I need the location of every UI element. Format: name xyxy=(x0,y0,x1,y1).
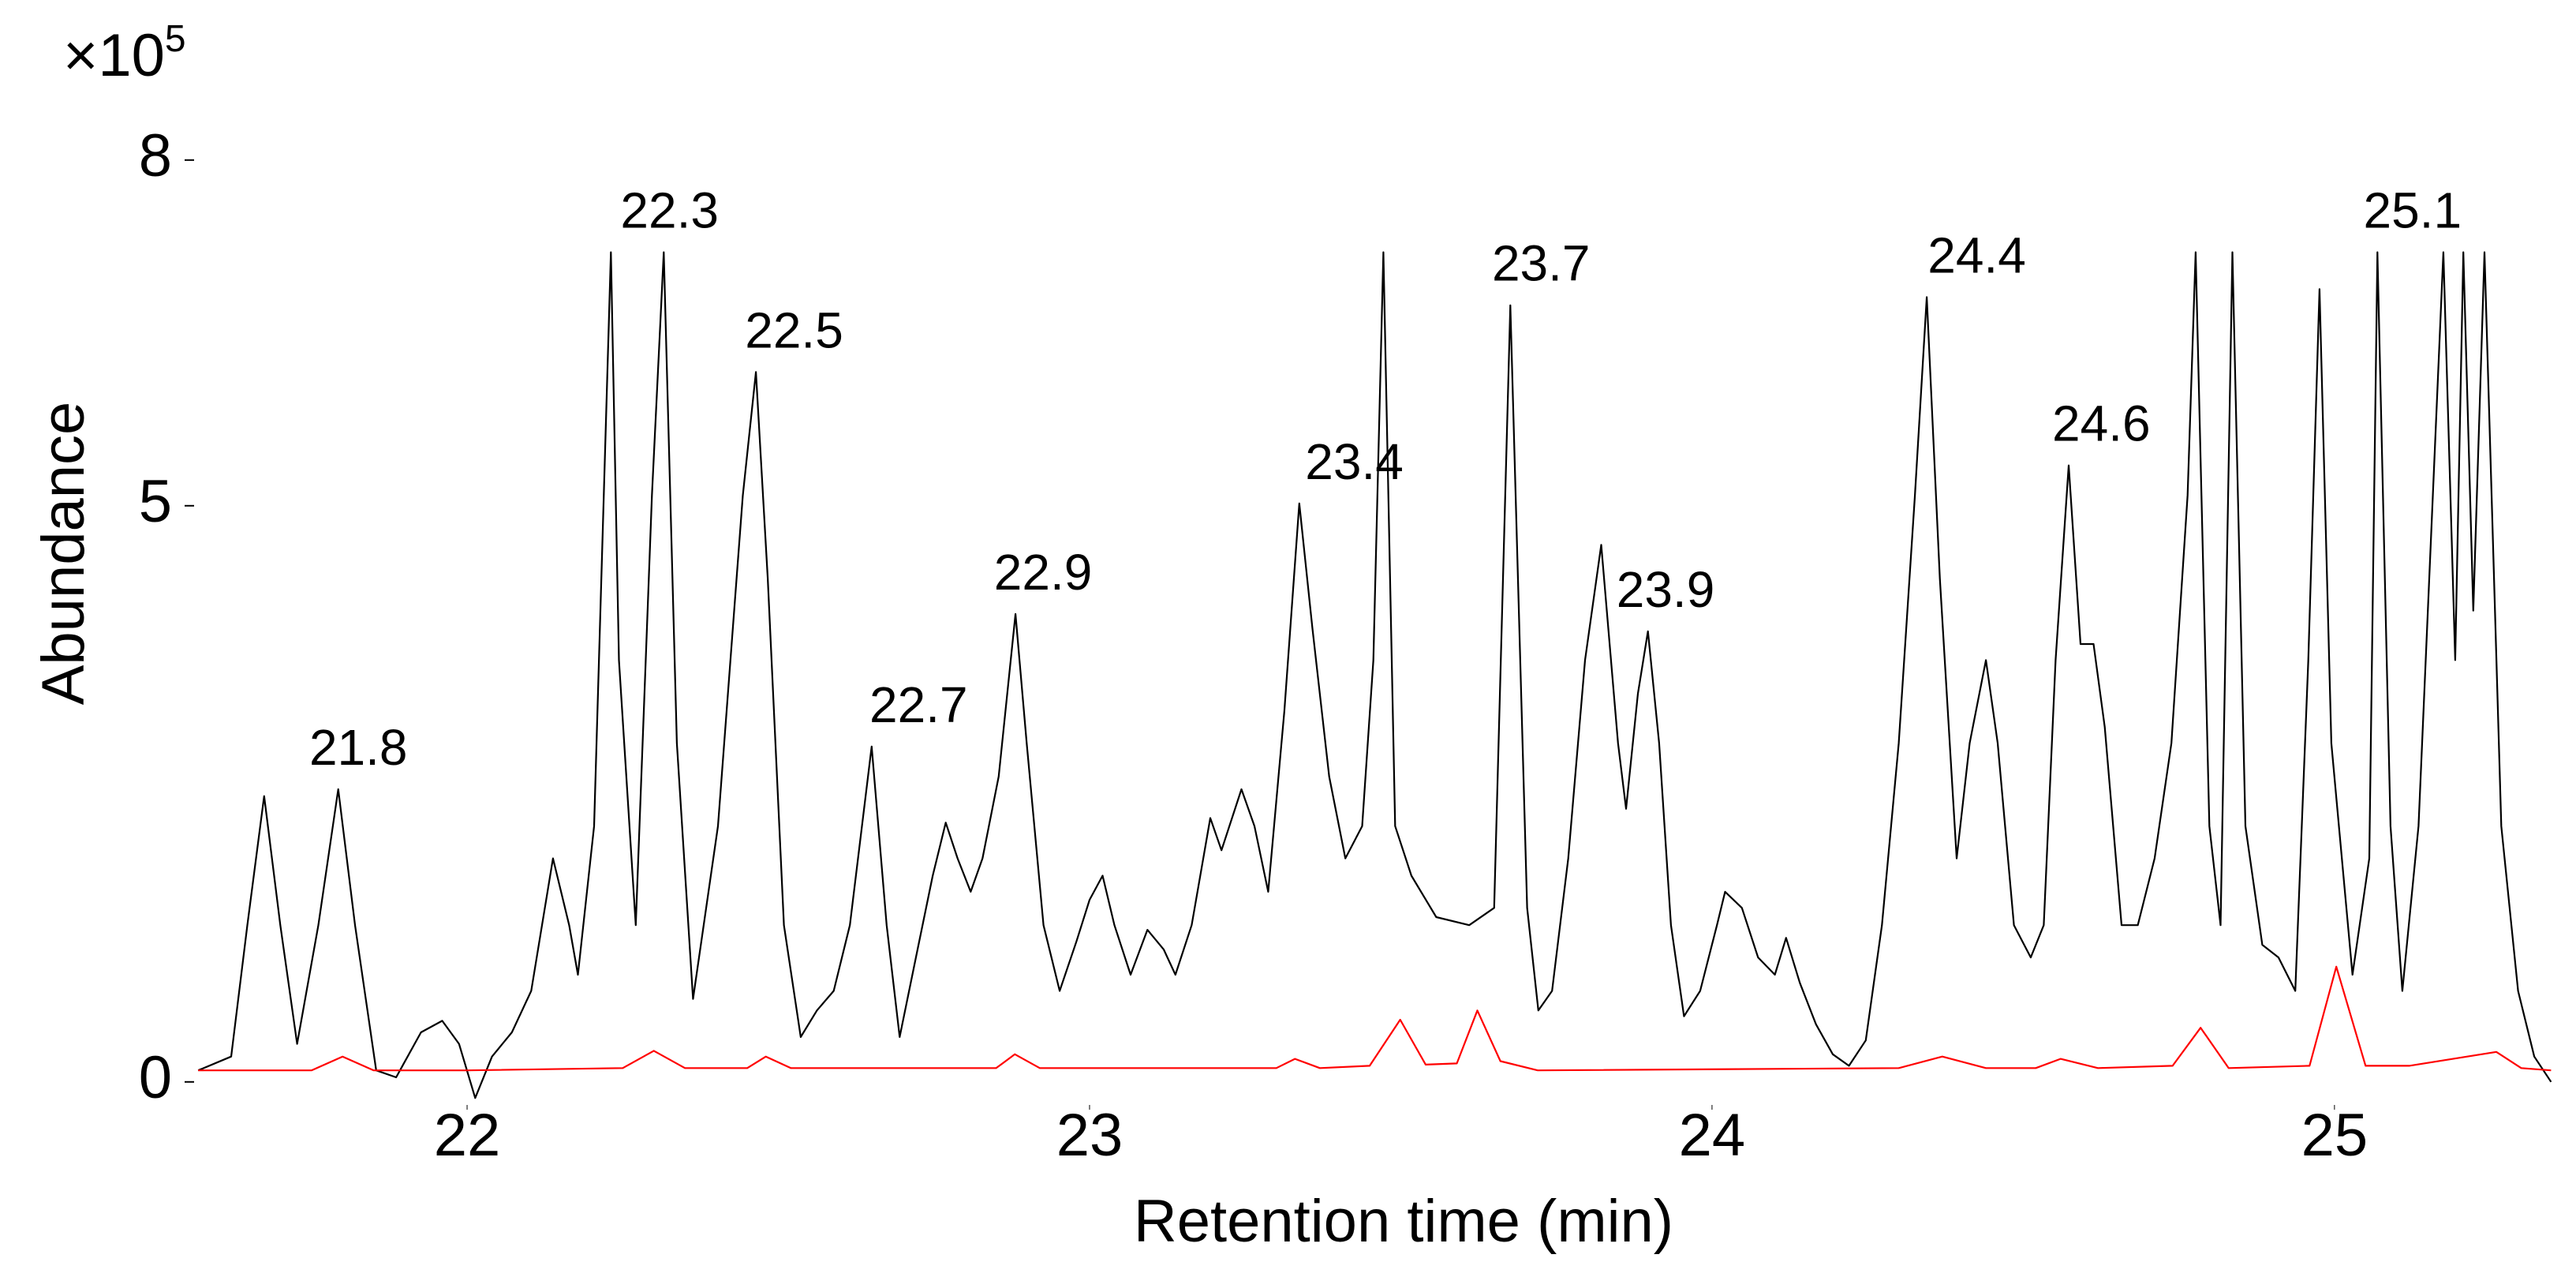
x-tick-label: 24 xyxy=(1679,1102,1746,1169)
peak-label: 25.1 xyxy=(2363,182,2462,239)
peak-label: 23.7 xyxy=(1492,235,1591,292)
x-axis-title: Retention time (min) xyxy=(1134,1188,1673,1255)
x-tick-label: 22 xyxy=(434,1102,501,1169)
y-axis-title: Abundance xyxy=(30,402,97,706)
trace-line xyxy=(197,251,2552,1099)
peak-label: 24.4 xyxy=(1927,227,2026,283)
peak-label: 22.5 xyxy=(745,301,843,358)
x-tick-label: 23 xyxy=(1056,1102,1123,1169)
y-multiplier: ×105 xyxy=(63,18,186,89)
multiplier-base: ×10 xyxy=(63,22,165,89)
y-tick-label: 8 xyxy=(139,122,172,189)
trace-line xyxy=(198,965,2552,1072)
multiplier-exponent: 5 xyxy=(165,18,186,60)
peak-label: 21.8 xyxy=(309,719,408,776)
peak-label: 22.7 xyxy=(869,676,968,733)
peak-label: 22.3 xyxy=(620,182,719,239)
y-tick-label: 5 xyxy=(139,468,172,535)
peak-label: 22.9 xyxy=(994,544,1093,601)
peak-label: 23.4 xyxy=(1305,433,1404,490)
x-tick-label: 25 xyxy=(2301,1102,2368,1169)
y-tick-label: 0 xyxy=(139,1044,172,1111)
peak-label: 24.6 xyxy=(2052,395,2151,452)
peak-label: 23.9 xyxy=(1617,561,1715,618)
